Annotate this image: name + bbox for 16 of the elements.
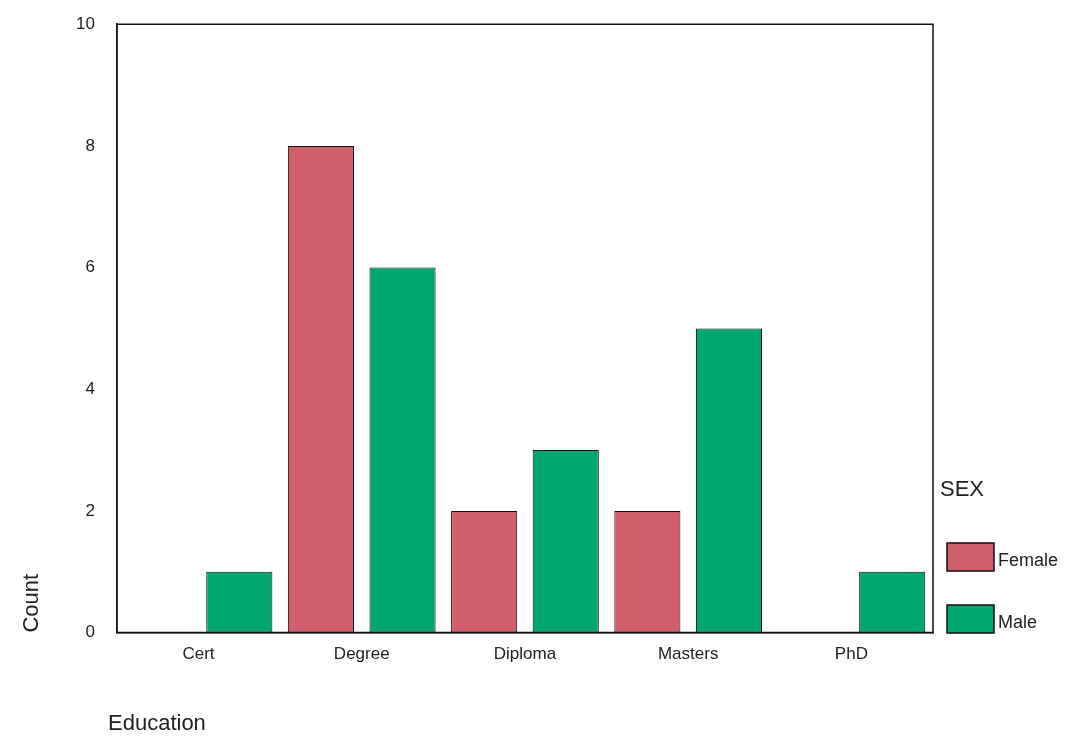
y-tick-label: 6 xyxy=(85,257,95,277)
y-tick-label: 0 xyxy=(85,622,95,642)
y-tick-label: 2 xyxy=(85,500,95,520)
x-axis-title: Education xyxy=(108,710,206,735)
legend-label: Female xyxy=(998,549,1059,570)
legend-title: SEX xyxy=(940,476,985,502)
y-axis-title: Count xyxy=(18,573,44,633)
x-tick-label: Cert xyxy=(182,644,215,664)
x-tick-label: Diploma xyxy=(493,644,557,664)
x-tick-label: PhD xyxy=(834,644,868,664)
y-tick-label: 10 xyxy=(75,13,95,33)
x-tick-label: Masters xyxy=(657,644,719,664)
y-tick-label: 4 xyxy=(85,378,95,398)
x-tick-label: Degree xyxy=(333,644,390,664)
y-tick-label: 8 xyxy=(85,135,95,155)
legend-label: Male xyxy=(998,611,1038,632)
